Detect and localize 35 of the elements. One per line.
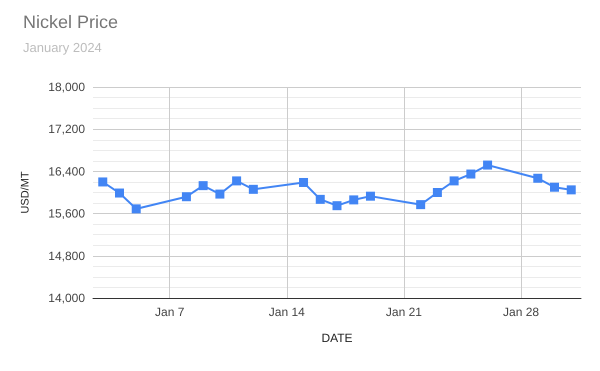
- chart-title: Nickel Price: [23, 12, 118, 32]
- y-tick-label: 15,600: [48, 206, 86, 221]
- point: [98, 177, 108, 186]
- point: [550, 182, 560, 192]
- y-tick-label: 18,000: [48, 80, 86, 94]
- chart-subtitle: January 2024: [23, 40, 102, 55]
- point: [566, 185, 576, 194]
- point: [466, 170, 476, 179]
- point: [483, 160, 492, 170]
- y-tick-label: 16,400: [48, 164, 86, 178]
- point: [198, 181, 208, 190]
- point: [533, 174, 542, 183]
- y-tick-label: 17,200: [48, 122, 86, 136]
- y-tick-label: 14,800: [48, 248, 86, 263]
- point: [248, 184, 258, 194]
- x-tick-label: Jan 14: [268, 305, 306, 319]
- point: [299, 178, 308, 187]
- point: [232, 176, 242, 186]
- x-axis-title: DATE: [321, 331, 353, 345]
- point: [215, 190, 224, 199]
- point: [349, 195, 358, 204]
- y-tick-label: 14,000: [48, 291, 86, 305]
- point: [132, 204, 141, 214]
- point: [182, 192, 191, 202]
- x-tick-label: Jan 21: [386, 305, 422, 319]
- y-axis-title: USD/MT: [20, 171, 32, 214]
- point: [432, 188, 442, 197]
- x-tick-label: Jan 7: [155, 305, 185, 319]
- point: [366, 192, 375, 201]
- point: [416, 200, 426, 210]
- x-tick-label: Jan 28: [503, 305, 540, 319]
- point: [316, 194, 325, 204]
- point: [332, 201, 342, 210]
- point: [114, 188, 124, 198]
- point: [450, 176, 459, 186]
